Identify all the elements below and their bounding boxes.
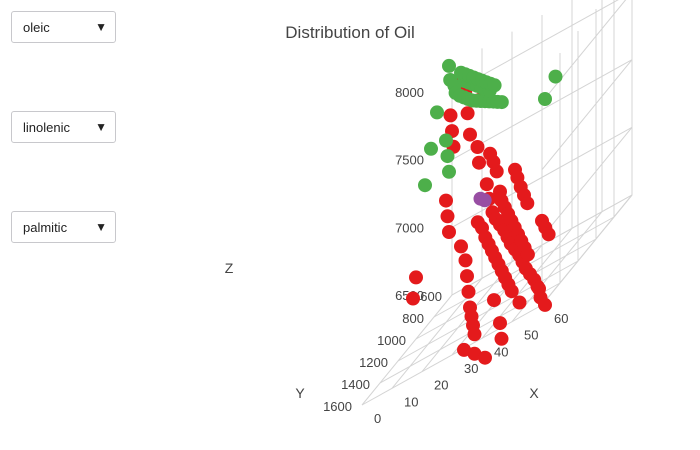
data-point[interactable] [494, 95, 509, 110]
data-point[interactable] [467, 346, 482, 361]
data-point[interactable] [487, 78, 502, 93]
data-point[interactable] [538, 297, 552, 312]
data-point[interactable] [541, 227, 556, 242]
data-point[interactable] [460, 269, 474, 284]
y-tick-label: 800 [402, 311, 424, 326]
data-point[interactable] [406, 291, 420, 306]
data-point[interactable] [439, 193, 453, 208]
x-tick-label: 10 [404, 394, 418, 409]
x-tick-label: 50 [524, 328, 538, 343]
data-point[interactable] [424, 141, 438, 156]
triangle-down-icon: ▼ [95, 120, 107, 134]
data-point[interactable] [483, 146, 498, 161]
triangle-down-icon: ▼ [95, 220, 107, 234]
data-point[interactable] [460, 106, 475, 121]
data-point[interactable] [512, 295, 527, 310]
data-point[interactable] [454, 239, 468, 254]
grid-line [541, 194, 633, 306]
data-point[interactable] [440, 149, 455, 164]
grid-line [541, 59, 633, 171]
data-point[interactable] [443, 108, 458, 123]
data-point[interactable] [478, 350, 492, 365]
data-point[interactable] [520, 247, 535, 262]
axis-ticks: 0102030405060600800100012001400160065007… [225, 85, 569, 426]
data-point[interactable] [493, 316, 507, 331]
x-tick-label: 0 [374, 411, 381, 426]
data-point[interactable] [442, 164, 456, 179]
z-tick-label: 7500 [395, 153, 424, 168]
y-tick-label: 1200 [359, 355, 388, 370]
z-axis-label: Z [225, 260, 234, 276]
data-point[interactable] [504, 284, 519, 299]
data-point[interactable] [463, 127, 477, 142]
grid-line [361, 294, 453, 406]
grid-line [397, 260, 579, 362]
data-point[interactable] [548, 69, 563, 84]
grid-line [361, 304, 543, 406]
data-point[interactable] [442, 225, 456, 239]
grid-line [511, 211, 603, 322]
z-tick-label: 8000 [395, 85, 424, 100]
data-point[interactable] [418, 178, 432, 193]
grid-lines [361, 0, 633, 406]
data-point[interactable] [440, 209, 455, 224]
z-axis-select[interactable]: palmitic ▼ [11, 211, 116, 243]
data-point[interactable] [439, 133, 453, 148]
data-point[interactable] [458, 253, 473, 268]
data-point[interactable] [494, 331, 509, 346]
x-tick-label: 60 [554, 311, 568, 326]
data-point[interactable] [467, 327, 482, 342]
chart-title: Distribution of Oil [285, 23, 415, 42]
z-tick-label: 7000 [395, 220, 424, 235]
data-point[interactable] [520, 196, 535, 211]
y-axis-select[interactable]: linolenic ▼ [11, 111, 116, 143]
x-axis-select-value: oleic [23, 20, 50, 35]
grid-line [541, 0, 627, 103]
z-axis-select-value: palmitic [23, 220, 68, 235]
y-axis-label: Y [295, 385, 305, 401]
data-point[interactable] [538, 92, 552, 106]
data-point[interactable] [461, 284, 476, 299]
y-tick-label: 1600 [323, 399, 352, 414]
data-point[interactable] [472, 155, 486, 170]
data-point[interactable] [457, 342, 471, 357]
x-tick-label: 30 [464, 361, 478, 376]
y-tick-label: 1000 [377, 333, 406, 348]
data-point[interactable] [409, 270, 423, 285]
triangle-down-icon: ▼ [95, 20, 107, 34]
x-tick-label: 40 [494, 344, 508, 359]
data-point[interactable] [487, 293, 501, 308]
data-point[interactable] [477, 193, 492, 208]
y-tick-label: 1400 [341, 377, 370, 392]
data-point[interactable] [470, 140, 485, 154]
x-tick-label: 20 [434, 378, 448, 393]
data-points[interactable] [406, 58, 563, 365]
data-point[interactable] [442, 58, 456, 73]
y-tick-label: 600 [420, 289, 442, 304]
x-axis-select[interactable]: oleic ▼ [11, 11, 116, 43]
x-axis-label: X [529, 385, 539, 401]
data-point[interactable] [479, 177, 494, 192]
data-point[interactable] [430, 105, 444, 120]
grid-line [541, 127, 633, 238]
y-axis-select-value: linolenic [23, 120, 70, 135]
